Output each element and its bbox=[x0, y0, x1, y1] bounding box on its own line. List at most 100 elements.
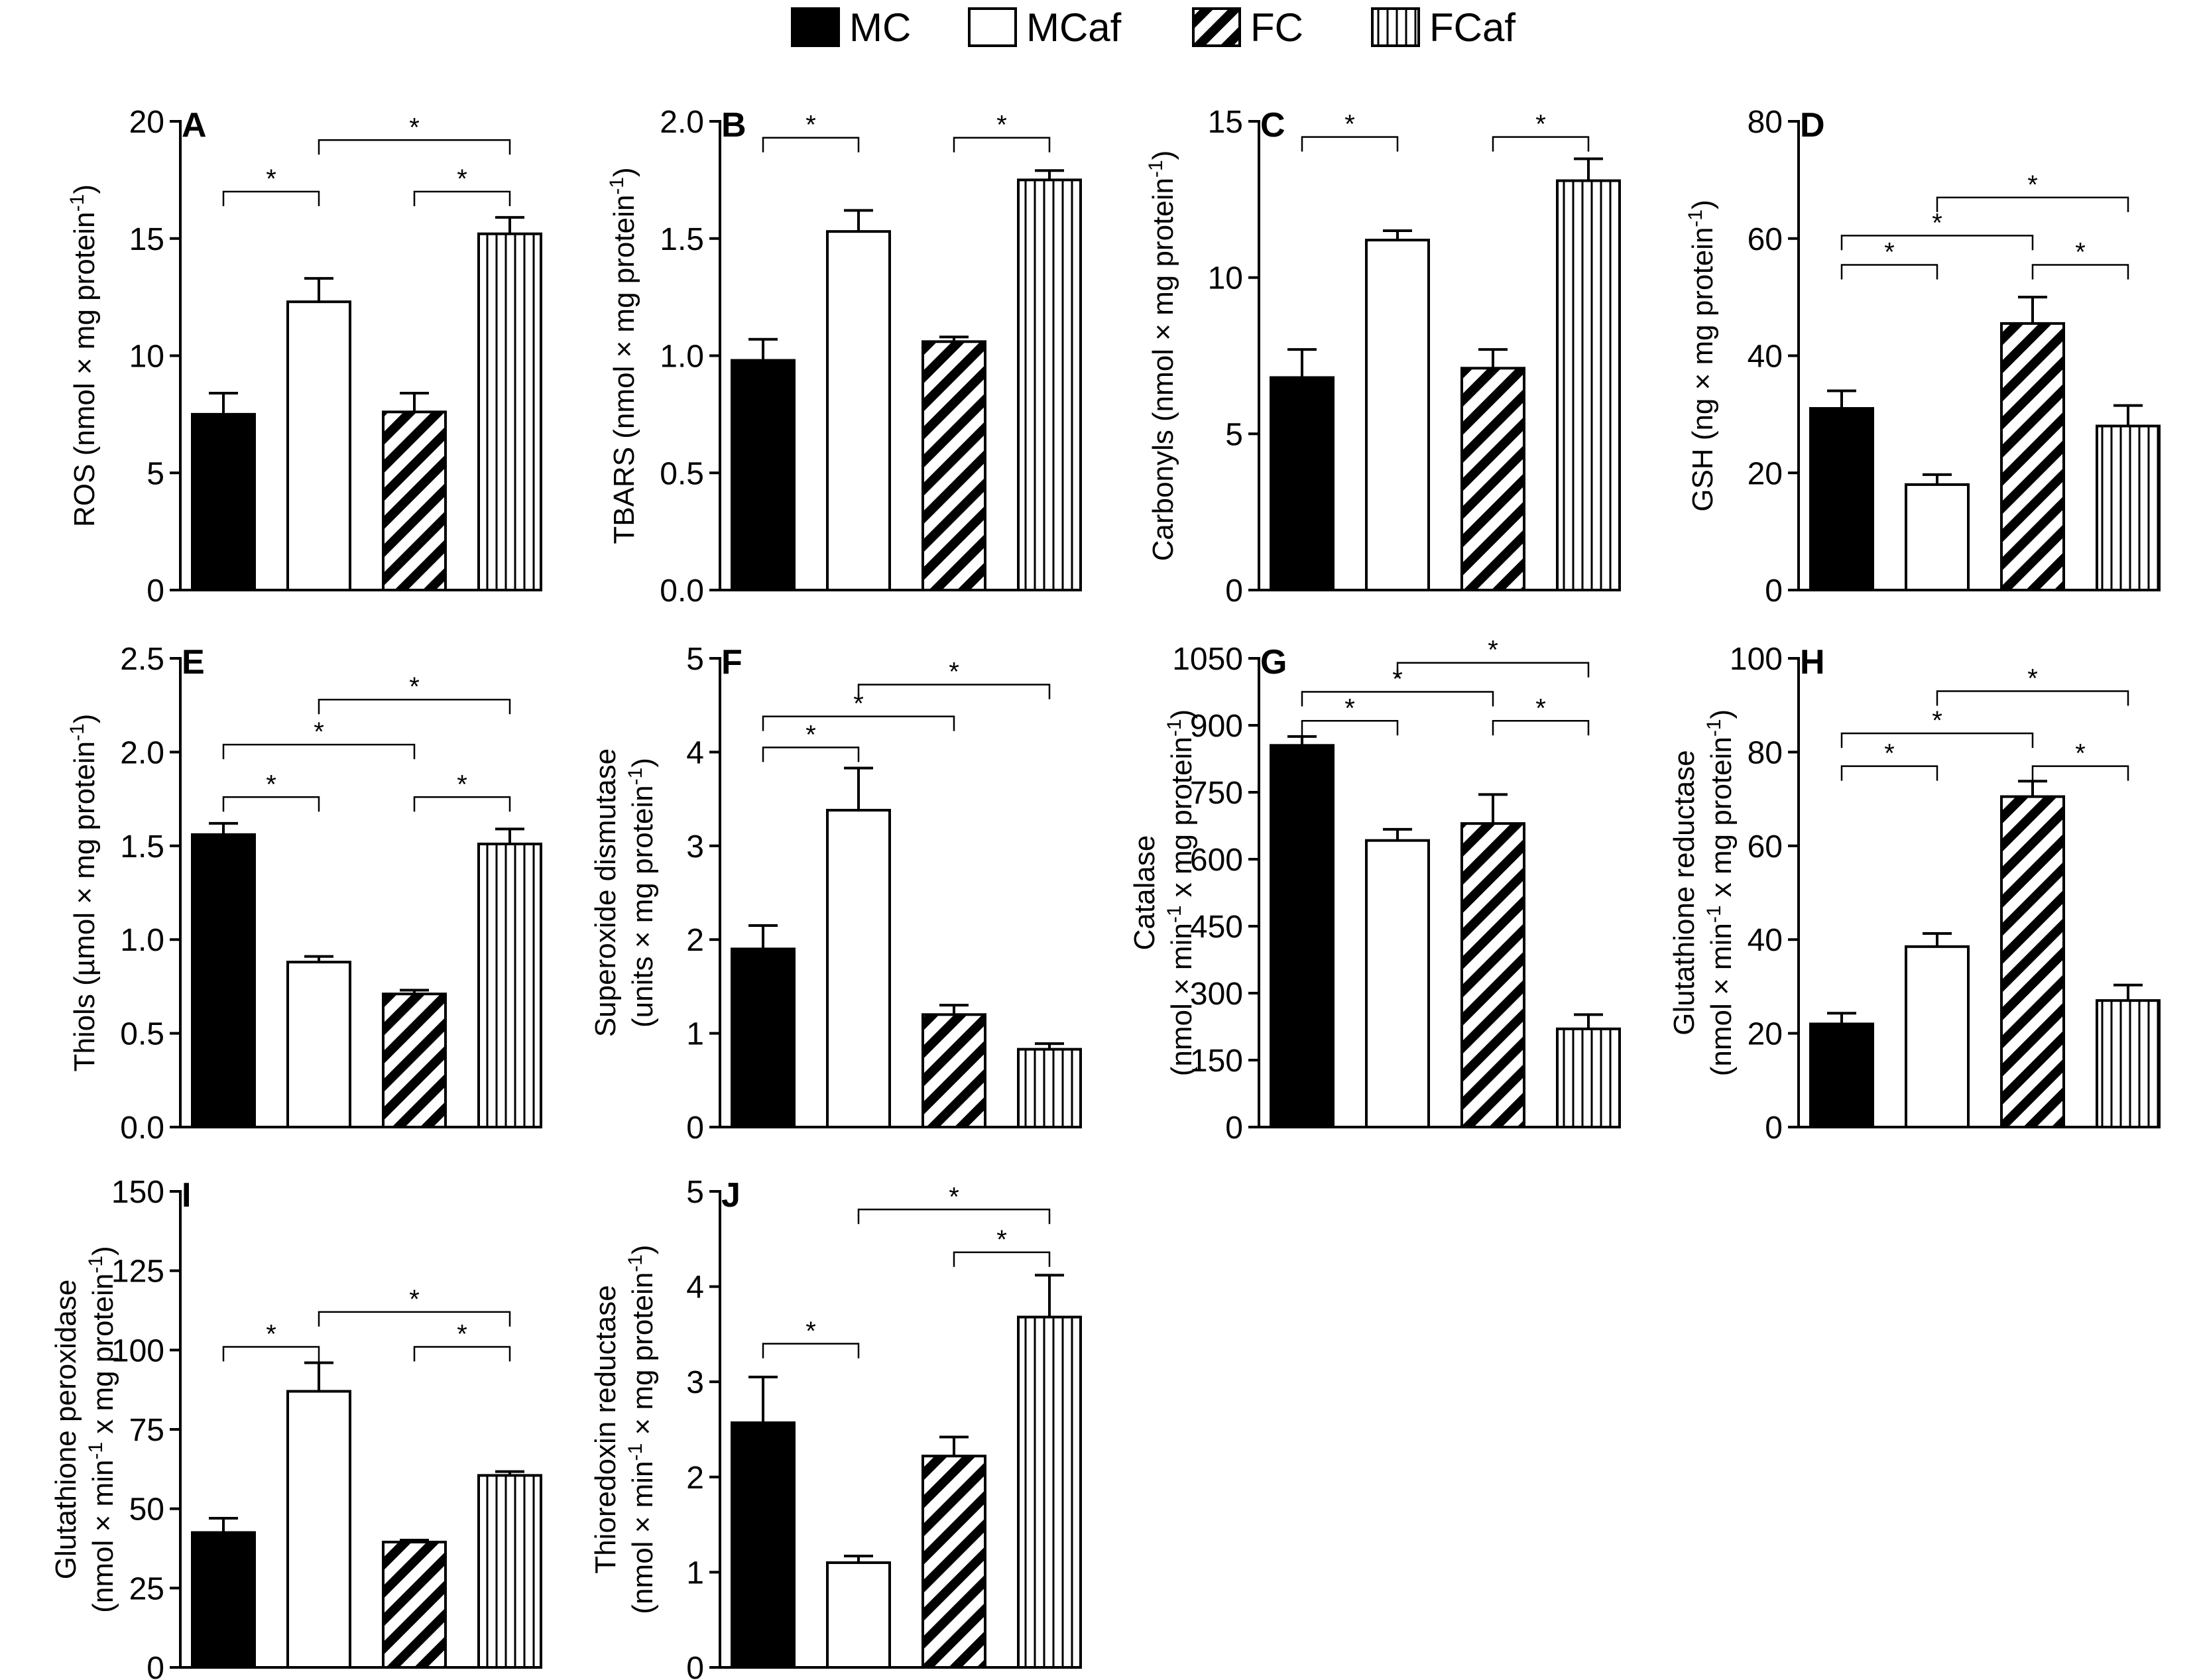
significance-bracket bbox=[1840, 765, 1938, 781]
significance-star: * bbox=[457, 164, 467, 194]
bar-FCaf bbox=[1017, 1048, 1082, 1128]
bar-FCaf bbox=[1017, 1315, 1082, 1669]
legend-label-MC: MC bbox=[849, 5, 911, 50]
y-tick-label: 0.5 bbox=[120, 1017, 164, 1052]
bar-FC bbox=[921, 1013, 986, 1128]
significance-star: * bbox=[949, 658, 959, 687]
panel-C: 0 5 10 15 C Carbonyls (nmol × mg protein-1) * * bbox=[1145, 105, 1621, 609]
significance-star: * bbox=[457, 770, 467, 799]
significance-star: * bbox=[1344, 693, 1355, 723]
y-tick-label: 60 bbox=[1748, 222, 1783, 257]
bar-FCaf bbox=[2096, 424, 2161, 591]
significance-bracket bbox=[1840, 264, 1938, 280]
significance-star: * bbox=[409, 672, 420, 701]
bar-FCaf bbox=[1556, 179, 1621, 591]
y-tick-label: 80 bbox=[1748, 105, 1783, 140]
significance-star: * bbox=[409, 113, 420, 142]
y-axis-label: TBARS (nmol × mg protein-1) bbox=[606, 167, 641, 544]
bar-MCaf bbox=[286, 300, 351, 591]
legend-swatch-FCaf bbox=[1371, 7, 1420, 47]
y-axis-label-units: (nmol × min-1 x mg protein-1) bbox=[1703, 709, 1738, 1076]
y-tick-label: 2.0 bbox=[660, 105, 704, 140]
bar-FC bbox=[921, 1455, 986, 1669]
y-axis-label: ROS (nmol × mg protein-1) bbox=[66, 184, 101, 527]
y-tick-label: 60 bbox=[1748, 829, 1783, 865]
significance-star: * bbox=[266, 770, 276, 799]
y-tick-label: 3 bbox=[686, 1365, 704, 1400]
significance-bracket bbox=[222, 1346, 320, 1362]
y-tick-label: 50 bbox=[129, 1492, 164, 1528]
y-tick-label: 75 bbox=[129, 1413, 164, 1448]
significance-bracket bbox=[1936, 690, 2129, 706]
significance-star: * bbox=[805, 1317, 816, 1346]
significance-star: * bbox=[805, 111, 816, 140]
y-tick-label: 150 bbox=[111, 1175, 164, 1210]
significance-bracket bbox=[2031, 765, 2129, 781]
y-tick-label: 0.5 bbox=[660, 456, 704, 491]
bar-MCaf bbox=[286, 961, 351, 1128]
legend-swatch-MC bbox=[791, 7, 840, 47]
y-tick-label: 150 bbox=[1190, 1044, 1243, 1079]
y-tick-label: 750 bbox=[1190, 776, 1243, 811]
y-tick-label: 0.0 bbox=[660, 573, 704, 609]
y-axis-label: Thioredoxin reductase bbox=[589, 1285, 622, 1573]
significance-star: * bbox=[996, 111, 1007, 140]
y-tick-label: 125 bbox=[111, 1254, 164, 1290]
panel-letter: I bbox=[182, 1176, 191, 1215]
bar-MCaf bbox=[1365, 239, 1430, 591]
significance-bracket bbox=[413, 1346, 511, 1362]
bar-FCaf bbox=[1556, 1027, 1621, 1129]
significance-star: * bbox=[853, 690, 864, 719]
significance-bracket bbox=[953, 1251, 1051, 1267]
significance-bracket bbox=[1492, 136, 1590, 152]
y-tick-label: 2 bbox=[686, 923, 704, 958]
panel-letter: J bbox=[721, 1176, 741, 1215]
panel-D: 0 20 40 60 80 D GSH (ng × mg protein-1) * * * * bbox=[1685, 105, 2161, 609]
significance-star: * bbox=[1488, 636, 1498, 665]
y-tick-label: 600 bbox=[1190, 843, 1243, 878]
y-tick-label: 1 bbox=[686, 1555, 704, 1590]
panel-I: 0 25 50 75 100 125 150 I Glutathione peroxidase(… bbox=[50, 1175, 542, 1680]
significance-bracket bbox=[222, 190, 320, 207]
panel-letter: C bbox=[1260, 106, 1285, 145]
y-tick-label: 0 bbox=[1765, 1110, 1783, 1146]
y-tick-label: 3 bbox=[686, 829, 704, 865]
y-tick-label: 300 bbox=[1190, 977, 1243, 1012]
panel-letter: D bbox=[1800, 106, 1825, 145]
significance-star: * bbox=[2075, 739, 2086, 768]
significance-bracket bbox=[762, 747, 860, 762]
panel-J: 0 1 2 3 4 5 J Thioredoxin reductase (nmol × min-… bbox=[589, 1175, 1082, 1680]
y-axis-label: Superoxide dismutase bbox=[589, 749, 622, 1037]
y-tick-label: 0 bbox=[1225, 573, 1243, 609]
significance-bracket bbox=[413, 190, 511, 207]
bar-FCaf bbox=[477, 1474, 542, 1669]
significance-star: * bbox=[1884, 238, 1895, 267]
bar-FC bbox=[382, 1540, 447, 1669]
y-tick-label: 0 bbox=[147, 573, 164, 609]
bar-MC bbox=[191, 1531, 256, 1669]
significance-bracket bbox=[762, 137, 860, 152]
y-tick-label: 1.0 bbox=[660, 339, 704, 375]
bar-MCaf bbox=[1365, 839, 1430, 1128]
y-tick-label: 10 bbox=[1208, 261, 1243, 296]
y-tick-label: 0 bbox=[1765, 573, 1783, 609]
y-tick-label: 0.0 bbox=[120, 1110, 164, 1146]
y-axis-label-units: (nmol × min-1 x mg protein-1) bbox=[85, 1246, 120, 1612]
y-tick-label: 0 bbox=[686, 1110, 704, 1146]
panel-F: 0 1 2 3 4 5 F Superoxide dismutase (units × mg p… bbox=[589, 642, 1082, 1146]
significance-bracket bbox=[857, 1209, 1051, 1225]
legend-swatch-MCaf bbox=[968, 7, 1017, 47]
significance-star: * bbox=[1392, 665, 1403, 694]
y-tick-label: 0 bbox=[686, 1651, 704, 1680]
y-tick-label: 15 bbox=[1208, 105, 1243, 140]
panel-H: 0 20 40 60 80 100 H Glutathione reductase (nmol … bbox=[1668, 642, 2161, 1146]
panel-B: 0.0 0.5 1.0 1.5 2.0 B TBARS (nmol × mg protein… bbox=[606, 105, 1082, 609]
y-axis-label: Glutathione peroxidase bbox=[50, 1280, 82, 1580]
significance-bracket bbox=[318, 698, 511, 715]
bar-FC bbox=[382, 410, 447, 592]
y-tick-label: 2.0 bbox=[120, 735, 164, 770]
bar-MCaf bbox=[1905, 483, 1970, 591]
significance-bracket bbox=[318, 139, 511, 155]
